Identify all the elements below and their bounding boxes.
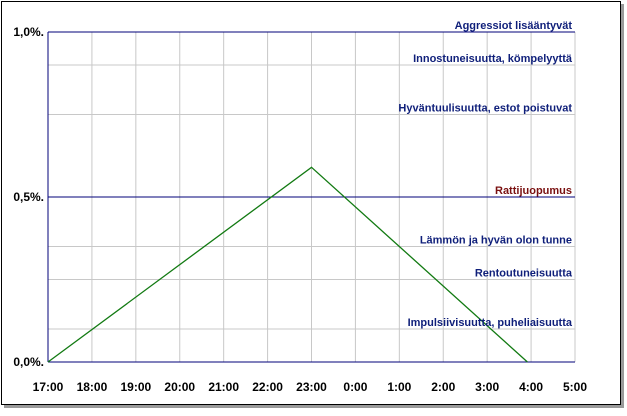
x-tick-label: 21:00 <box>208 380 239 394</box>
y-tick-label: 0,5%. <box>13 190 44 204</box>
x-tick-label: 20:00 <box>164 380 195 394</box>
x-tick-label: 17:00 <box>33 380 64 394</box>
x-tick-label: 0:00 <box>343 380 367 394</box>
y-tick-label: 1,0%. <box>13 25 44 39</box>
threshold-label: Aggressiot lisääntyvät <box>455 20 573 32</box>
bac-series-line <box>47 166 528 363</box>
x-tick-label: 18:00 <box>77 380 108 394</box>
y-tick-label: 0,0%. <box>13 355 44 369</box>
threshold-label: Impulsiivisuutta, puheliaisuutta <box>408 317 573 329</box>
threshold-label: Rattijuopumus <box>495 185 572 197</box>
x-tick-label: 5:00 <box>563 380 587 394</box>
x-tick-label: 4:00 <box>519 380 543 394</box>
x-tick-label: 1:00 <box>387 380 411 394</box>
x-tick-label: 22:00 <box>252 380 283 394</box>
x-tick-label: 3:00 <box>475 380 499 394</box>
threshold-label: Lämmön ja hyvän olon tunne <box>420 235 572 247</box>
threshold-label: Innostuneisuutta, kömpelyyttä <box>413 53 573 65</box>
x-tick-label: 19:00 <box>120 380 151 394</box>
x-tick-label: 23:00 <box>296 380 327 394</box>
x-tick-label: 2:00 <box>431 380 455 394</box>
threshold-label: Rentoutuneisuutta <box>475 268 573 280</box>
threshold-label: Hyväntuulisuutta, estot poistuvat <box>398 103 572 115</box>
